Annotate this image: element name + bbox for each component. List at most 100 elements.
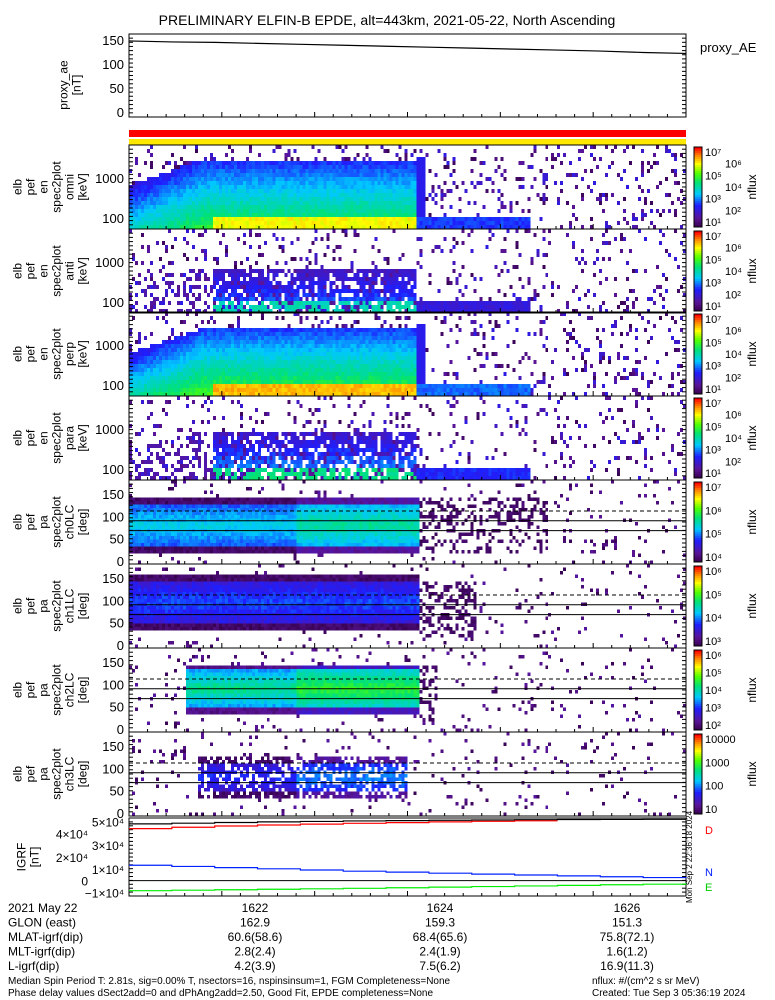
colorbar-segment (694, 616, 702, 619)
energy-panel-para (128, 395, 687, 481)
colorbar-segment (694, 488, 702, 491)
colorbar-tick-label: 10⁵ (705, 668, 722, 680)
footer-row-value: 60.6(58.6) (228, 930, 283, 944)
colorbar-segment (694, 572, 702, 575)
axis-label-line: elb (11, 766, 25, 782)
colorbar-segment (694, 578, 702, 581)
colorbar-tick-label: 10¹ (705, 384, 721, 396)
colorbar-segment (694, 295, 702, 298)
colorbar-segment (694, 151, 702, 154)
axis-label-line: pef (24, 178, 38, 195)
colorbar-segment (694, 159, 702, 162)
colorbar-segment (694, 314, 702, 317)
colorbar-segment (694, 352, 702, 355)
y-tick-label: 3×10⁴ (92, 839, 124, 853)
axis-label-line: [keV] (76, 424, 90, 451)
colorbar-segment (694, 766, 702, 769)
igrf-legend-E: E (705, 882, 712, 894)
colorbar-omni: nflux (693, 146, 759, 228)
colorbar-segment (694, 534, 702, 537)
colorbar-segment (694, 702, 702, 705)
energy-panel-perp (128, 311, 687, 397)
colorbar-segment (694, 774, 702, 777)
axis-label-line: para (63, 426, 77, 450)
colorbar-title: nflux (745, 174, 759, 199)
colorbar-segment (694, 412, 702, 415)
colorbar-segment (694, 584, 702, 587)
pitch-angle-panel-ch2LC (128, 647, 687, 733)
colorbar-segment (694, 374, 702, 377)
y-tick-label: 0 (81, 875, 88, 889)
y-tick-label: 2×10⁴ (56, 851, 88, 865)
colorbar-segment (694, 247, 702, 250)
colorbar-segment (694, 348, 702, 351)
colorbar-segment (694, 570, 702, 573)
colorbar-segment (694, 528, 702, 531)
colorbar-segment (694, 688, 702, 691)
colorbar-segment (694, 518, 702, 521)
colorbar-segment (694, 694, 702, 697)
pitch-angle-panel-ch3LC (128, 731, 687, 817)
colorbar-segment (694, 630, 702, 633)
colorbar-tick-label: 10⁵ (705, 529, 722, 541)
colorbar-segment (694, 316, 702, 319)
colorbar-segment (694, 273, 702, 276)
axis-label-line: pef (24, 262, 38, 279)
colorbar-segment (694, 622, 702, 625)
colorbar-segment (694, 398, 702, 401)
colorbar-tick-label: 10⁶ (705, 650, 722, 662)
colorbar-segment (694, 716, 702, 719)
colorbar-segment (694, 346, 702, 349)
y-tick-label: 0 (117, 722, 124, 737)
colorbar-segment (694, 424, 702, 427)
axis-label-line: elb (11, 346, 25, 362)
colorbar-segment (694, 532, 702, 535)
footer-row-value: 2.8(2.4) (234, 945, 275, 959)
colorbar-segment (694, 486, 702, 489)
colorbar-ch0LC: nflux (693, 481, 759, 563)
colorbar-segment (694, 211, 702, 214)
axis-label-line: [deg] (76, 677, 90, 704)
y-tick-label: 4×10⁴ (56, 827, 88, 841)
y-tick-label: 100 (102, 761, 124, 776)
axis-label-line: elb (11, 179, 25, 195)
colorbar-segment (694, 354, 702, 357)
colorbar-segment (694, 404, 702, 407)
y-tick-label: 100 (102, 509, 124, 524)
colorbar-segment (694, 644, 702, 647)
colorbar-segment (694, 602, 702, 605)
colorbar-segment (694, 253, 702, 256)
colorbar-segment (694, 598, 702, 601)
colorbar-tick-label: 10⁴ (705, 685, 722, 697)
colorbar-tick-label: 10³ (705, 278, 721, 290)
axis-label-line: spec2plot (50, 412, 64, 464)
y-tick-label: 100 (102, 462, 124, 477)
colorbar-segment (694, 153, 702, 156)
colorbar-segment (694, 356, 702, 359)
axis-label-line: en (37, 180, 51, 193)
colorbar-segment (694, 297, 702, 300)
colorbar-segment (694, 590, 702, 593)
colorbar-segment (694, 177, 702, 180)
colorbar-segment (694, 289, 702, 292)
energy-spectrogram-omni (129, 145, 686, 229)
colorbar-segment (694, 554, 702, 557)
colorbar-segment (694, 724, 702, 727)
colorbar-segment (694, 350, 702, 353)
colorbar-tick-label: 10⁴ (725, 349, 742, 361)
footer-row-value: 68.4(65.6) (413, 930, 468, 944)
axis-label-line: spec2plot (50, 748, 64, 800)
colorbar-segment (694, 498, 702, 501)
flag-bar-yellow (129, 139, 686, 145)
colorbar-segment (694, 536, 702, 539)
colorbar-segment (694, 546, 702, 549)
colorbar-segment (694, 790, 702, 793)
footer-row-value: 4.2(3.9) (234, 959, 275, 973)
energy-spectrogram-para (129, 396, 686, 480)
colorbar-segment (694, 277, 702, 280)
colorbar-segment (694, 197, 702, 200)
colorbar-segment (694, 366, 702, 369)
pitch-angle-panel-ylabel: elb pef pa spec2plot ch1LC [deg] (11, 580, 90, 632)
colorbar-segment (694, 400, 702, 403)
